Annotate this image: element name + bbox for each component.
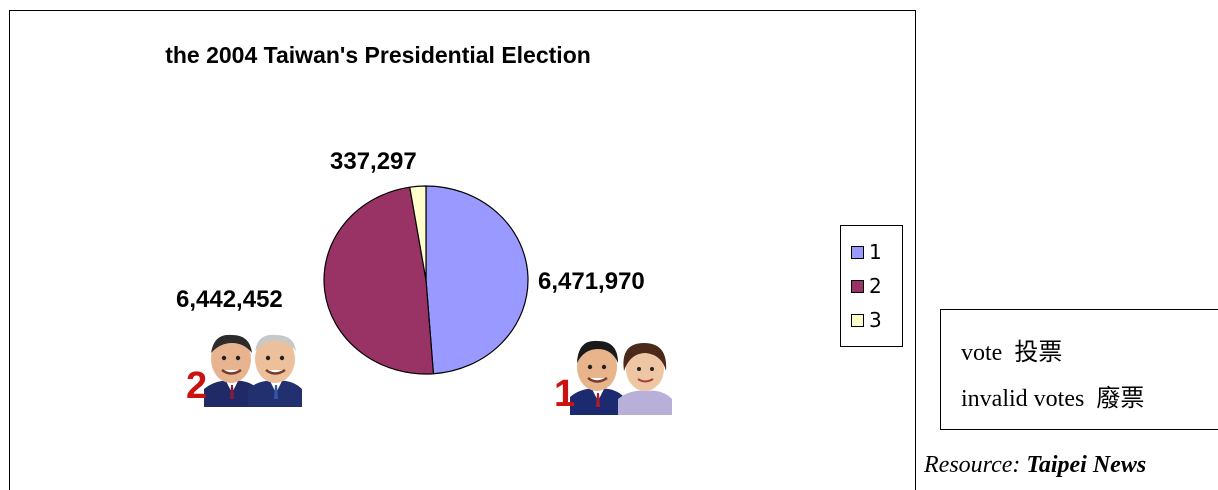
- legend-item-1: 1: [851, 240, 882, 264]
- legend-item-3: 3: [851, 308, 882, 332]
- candidate-number-2: 2: [186, 365, 208, 407]
- pie-slice-1: [425, 185, 529, 375]
- candidate-number-1: 1: [554, 373, 576, 415]
- data-label-1: 6,471,970: [538, 268, 645, 295]
- data-label-2: 6,442,452: [176, 286, 283, 313]
- legend-label-3: 3: [869, 308, 882, 332]
- candidate-pair-2-portrait-icon: [204, 334, 302, 407]
- glossary-item-invalid-votes: invalid votes 廢票: [961, 378, 1144, 413]
- resource-source: Taipei News: [1026, 452, 1147, 478]
- legend-swatch-2: [851, 279, 864, 293]
- glossary-box: vote 投票 invalid votes 廢票: [940, 309, 1218, 430]
- legend-label-2: 2: [869, 274, 882, 298]
- glossary-translation: 廢票: [1096, 386, 1145, 412]
- legend-item-2: 2: [851, 274, 882, 298]
- legend-label-1: 1: [869, 240, 882, 264]
- legend: 1 2 3: [840, 225, 903, 347]
- pie-chart: 6,471,970 6,442,452 337,297: [176, 148, 645, 375]
- candidate-pair-2: 2: [186, 323, 308, 407]
- chart-title: the 2004 Taiwan's Presidential Election: [165, 42, 591, 68]
- chart-frame: the 2004 Taiwan's Presidential Election …: [9, 10, 916, 490]
- glossary-translation: 投票: [1014, 340, 1063, 366]
- glossary-item-vote: vote 投票: [961, 332, 1062, 367]
- candidate-pair-1: 1: [554, 331, 676, 415]
- legend-swatch-3: [851, 313, 864, 327]
- pie-slice-2: [323, 186, 435, 375]
- glossary-term: invalid votes: [961, 386, 1085, 412]
- resource-credit: Resource: Taipei News: [924, 452, 1146, 479]
- candidate-pair-1-portrait-icon: [570, 340, 672, 415]
- glossary-term: vote: [961, 340, 1003, 366]
- legend-swatch-1: [851, 245, 864, 259]
- resource-prefix: Resource:: [924, 452, 1027, 478]
- pie-slice-3: [409, 185, 427, 281]
- data-label-3: 337,297: [330, 148, 417, 175]
